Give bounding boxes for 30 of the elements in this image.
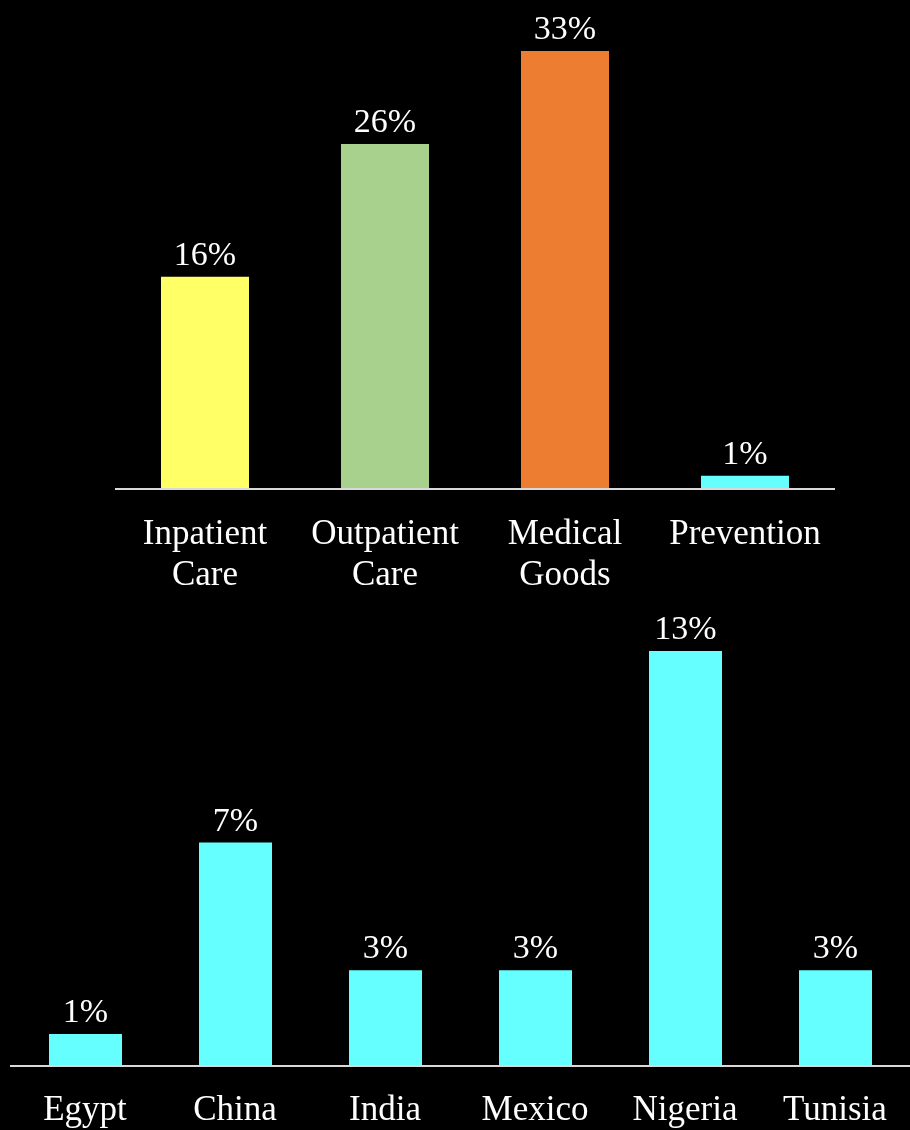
data-label: 16% <box>173 234 237 272</box>
bar <box>199 842 272 1066</box>
x-tick-label: China <box>193 1089 278 1128</box>
x-tick-label: Egypt <box>43 1089 128 1128</box>
data-label: 13% <box>654 609 717 646</box>
bar <box>499 970 572 1066</box>
data-label: 33% <box>533 9 597 46</box>
x-tick-label: Mexico <box>481 1089 589 1128</box>
x-tick-label: Prevention <box>669 513 821 552</box>
x-tick-label: Nigeria <box>632 1089 738 1128</box>
data-label: 1% <box>62 992 109 1030</box>
data-label: 3% <box>812 928 859 966</box>
bar <box>521 51 609 489</box>
x-tick-label: Tunisia <box>783 1089 888 1128</box>
bar <box>341 143 429 489</box>
x-tick-label: Inpatient Care <box>142 513 268 593</box>
x-tick-label: Medical Goods <box>507 513 623 593</box>
data-label: 26% <box>353 101 417 139</box>
bar <box>649 651 722 1066</box>
data-label: 3% <box>362 928 409 966</box>
data-label: 7% <box>212 800 259 838</box>
data-label: 3% <box>512 928 559 966</box>
x-tick-label: Outpatient Care <box>311 513 460 593</box>
bar <box>349 970 422 1066</box>
x-tick-label: India <box>349 1089 422 1128</box>
bar <box>701 475 789 489</box>
bar <box>161 276 249 489</box>
bar <box>49 1034 122 1066</box>
data-label: 1% <box>722 433 768 471</box>
bar <box>799 970 872 1066</box>
